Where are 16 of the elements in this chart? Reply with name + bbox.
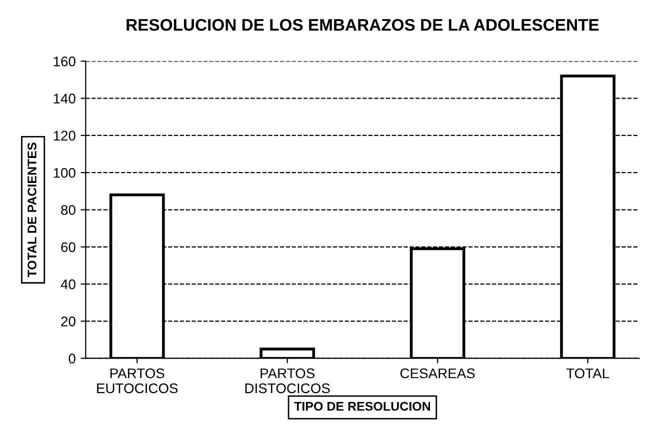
y-tick-label: 160 xyxy=(54,56,76,66)
y-tick-label: 100 xyxy=(54,168,76,178)
y-tick-label: 80 xyxy=(61,205,76,215)
y-tick-label: 140 xyxy=(54,94,76,104)
x-axis-title: TIPO DE RESOLUCION xyxy=(294,402,430,411)
x-tick-label: PARTOS EUTOCICOS xyxy=(97,368,178,394)
y-tick-label: 40 xyxy=(60,279,76,290)
x-tick-label: TOTAL xyxy=(566,368,610,378)
y-tick-label: 20 xyxy=(61,316,76,326)
y-tick-label: 60 xyxy=(61,242,76,252)
x-tick-label: CESAREAS xyxy=(400,368,475,378)
y-tick-label: 0 xyxy=(68,354,76,364)
y-tick-label: 120 xyxy=(54,130,76,141)
x-tick-label: PARTOS DISTOCICOS xyxy=(245,368,330,394)
y-axis-title: TOTAL DE PACIENTES xyxy=(28,142,36,278)
chart-title: RESOLUCION DE LOS EMBARAZOS DE LA ADOLESCENTE xyxy=(126,18,599,31)
